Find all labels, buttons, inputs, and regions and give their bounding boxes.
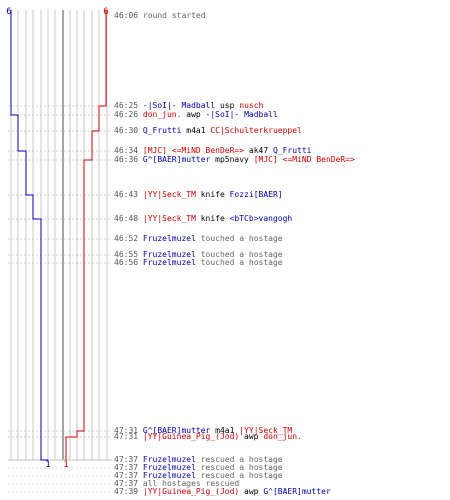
red-team-end-count: 1 [63,460,68,470]
event-text: rescued a hostage [195,455,283,464]
red-team-alive-line [65,10,107,460]
event-player-red: don_jun. [142,110,182,119]
event-text: rescued a hostage [195,471,283,480]
event-weapon: ak47 [244,146,273,155]
event-time: 46:48 [114,214,143,223]
event-time: 47:31 [114,426,143,435]
event-log-line: 46:36 G^[BAER]mutter mp5navy [MJC] <=MiN… [114,156,355,164]
event-player-blue: Fozzi[BAER] [229,190,283,199]
event-player-blue: G^[BAER]mutter [263,487,331,496]
event-player-blue: G^[BAER]mutter [142,155,211,164]
event-text: touched a hostage [195,250,283,259]
event-time: 47:37 [114,479,143,488]
event-time: 47:31 [114,432,143,441]
event-player-red: [MJC] <=MiND BenDeR=> [253,155,355,164]
event-log-line: 46:52 Fruzelmuzel touched a hostage [114,235,283,243]
event-log-line: 46:25 -|SoI|- Madball usp nusch [114,102,263,110]
event-weapon: usp [215,101,240,110]
event-time: 46:36 [114,155,143,164]
event-weapon: awp [239,432,264,441]
event-time: 46:30 [114,126,143,135]
event-player-red: |YY|Seck_TM [142,214,196,223]
event-player-red: nusch [239,101,264,110]
event-text: round started [142,11,206,20]
blue-team-start-count: 6 [6,7,11,17]
event-player-red: don_jun. [263,432,302,441]
event-player-blue: Fruzelmuzel [142,234,196,243]
event-log-line: 46:55 Fruzelmuzel touched a hostage [114,251,283,259]
event-weapon: knife [195,214,230,223]
event-log-line: 47:31 |YY|Guinea_Pig_(Jod) awp don_jun. [114,433,302,441]
event-player-blue: Fruzelmuzel [142,250,196,259]
blue-team-end-count: 1 [45,460,50,470]
event-weapon: mp5navy [210,155,254,164]
event-text: rescued a hostage [195,463,283,472]
red-team-start-count: 6 [103,7,108,17]
event-log-line: 46:34 [MJC] <=MiND BenDeR=> ak47 Q_Frutt… [114,147,312,155]
event-time: 46:55 [114,250,143,259]
event-log-line: 46:26 don_jun. awp -|SoI|- Madball [114,111,278,119]
event-time: 46:56 [114,258,143,267]
event-player-blue: G^[BAER]mutter [142,426,211,435]
event-time: 47:39 [114,487,143,496]
event-player-blue: Fruzelmuzel [142,258,196,267]
event-player-blue: -|SoI|- Madball [142,101,216,110]
event-player-blue: Fruzelmuzel [142,471,196,480]
event-log-line: 46:56 Fruzelmuzel touched a hostage [114,259,283,267]
event-player-blue: Fruzelmuzel [142,463,196,472]
event-weapon: awp [181,110,206,119]
event-player-red: |YY|Seck_TM [239,426,293,435]
event-player-blue: Q_Frutti [142,126,182,135]
timeline-grid [8,10,112,461]
event-player-blue: Q_Frutti [272,146,312,155]
event-time: 47:37 [114,463,143,472]
event-text: touched a hostage [195,258,283,267]
event-log-line: 47:37 all hostages rescued [114,480,239,488]
event-time: 46:06 [114,11,143,20]
event-time: 46:34 [114,146,143,155]
event-weapon: m4a1 [210,426,240,435]
event-time: 46:52 [114,234,143,243]
event-player-blue: Fruzelmuzel [142,455,196,464]
event-time: 47:37 [114,471,143,480]
event-player-blue: <bTCb>vangogh [229,214,293,223]
event-player-red: CC|Schulterkrueppel [210,126,302,135]
event-log-line: 46:30 Q_Frutti m4a1 CC|Schulterkrueppel [114,127,302,135]
event-log-line: 47:37 Fruzelmuzel rescued a hostage [114,456,283,464]
event-tick-lines [8,105,112,493]
event-log-line: 46:06 round started [114,12,206,20]
event-log-line: 47:37 Fruzelmuzel rescued a hostage [114,464,283,472]
event-time: 46:25 [114,101,143,110]
event-weapon: m4a1 [181,126,211,135]
event-log-line: 46:48 |YY|Seck_TM knife <bTCb>vangogh [114,215,292,223]
event-log-line: 47:37 Fruzelmuzel rescued a hostage [114,472,283,480]
event-player-red: |YY|Seck_TM [142,190,196,199]
event-player-red: |YY|Guinea_Pig_(Jod) [142,487,240,496]
event-player-red: |YY|Guinea_Pig_(Jod) [142,432,240,441]
event-log-line: 47:39 |YY|Guinea_Pig_(Jod) awp G^[BAER]m… [114,488,331,496]
event-player-red: [MJC] <=MiND BenDeR=> [142,146,245,155]
event-log-line: 47:31 G^[BAER]mutter m4a1 |YY|Seck_TM [114,427,292,435]
event-text: all hostages rescued [142,479,240,488]
event-time: 47:37 [114,455,143,464]
event-text: touched a hostage [195,234,283,243]
event-log-line: 46:43 |YY|Seck_TM knife Fozzi[BAER] [114,191,283,199]
event-time: 46:43 [114,190,143,199]
blue-team-alive-line [10,10,48,461]
event-player-blue: -|SoI|- Madball [205,110,278,119]
event-weapon: knife [195,190,230,199]
event-weapon: awp [239,487,264,496]
event-time: 46:26 [114,110,143,119]
